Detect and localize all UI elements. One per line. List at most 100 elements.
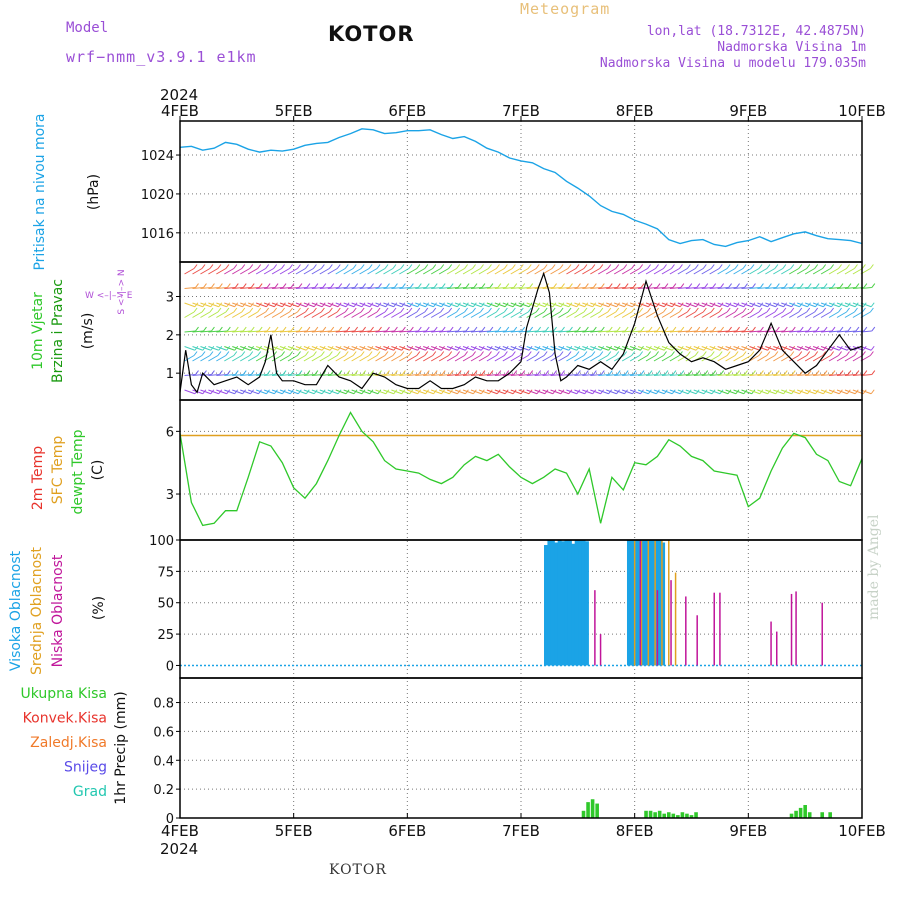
- precip-legend-item: Ukupna Kisa: [20, 686, 107, 702]
- wind-barb: [518, 374, 530, 376]
- model-name: wrf−nmm_v3.9.1 e1km: [66, 48, 257, 66]
- wind-barb: [447, 287, 459, 289]
- wind-barb: [852, 355, 863, 362]
- wind-barb-flag: [376, 351, 381, 356]
- wind-barb-flag: [513, 370, 518, 375]
- wind-barb: [470, 389, 482, 395]
- wind-barb: [590, 355, 601, 362]
- wind-barb: [653, 330, 665, 333]
- wind-barb-flag: [489, 326, 494, 332]
- wind-barb-flag: [591, 351, 596, 356]
- wind-barb-flag: [289, 264, 293, 269]
- wind-barb: [558, 302, 570, 308]
- wind-barb-flag: [400, 307, 405, 313]
- wind-unit-label: (m/s): [80, 313, 96, 350]
- high-cloud-bar: [567, 540, 572, 666]
- wind-barb-flag: [298, 326, 303, 332]
- wind-barb: [343, 389, 355, 395]
- wind-barb: [614, 330, 626, 333]
- wind-barb: [741, 311, 752, 318]
- wind-barb: [399, 355, 410, 362]
- wind-barb: [391, 311, 402, 318]
- wind-barb: [781, 268, 792, 275]
- wind-barb: [486, 268, 497, 275]
- wind-barb: [438, 311, 449, 318]
- wind-barb-flag: [432, 264, 437, 269]
- wind-barb: [351, 389, 363, 395]
- high-cloud-bar: [547, 540, 552, 666]
- wind-barb: [789, 268, 800, 275]
- time-tick-top: 5FEB: [275, 102, 313, 120]
- wind-barb: [351, 374, 363, 376]
- wind-barb-flag: [631, 307, 636, 313]
- wind-barb-flag: [234, 370, 239, 375]
- wind-barb: [319, 268, 330, 275]
- wind-barb-flag: [384, 307, 389, 313]
- wind-barb: [661, 268, 672, 275]
- precip-panel-frame: [179, 677, 863, 819]
- wind-barb-flag: [527, 307, 532, 313]
- wind-barb-flag: [282, 370, 287, 375]
- wind-barb: [765, 287, 777, 289]
- wind-barb: [590, 287, 602, 289]
- wind-barb: [574, 374, 586, 376]
- wind-barb: [757, 374, 769, 376]
- wind-barb: [598, 389, 609, 395]
- wind-barb: [741, 346, 753, 351]
- wind-barb: [781, 374, 793, 376]
- mid-cloud-label: Srednja Oblacnost: [29, 547, 45, 675]
- wind-barb: [645, 355, 656, 362]
- wind-barb-flag: [392, 351, 397, 356]
- wind-barb-flag: [671, 264, 675, 269]
- wind-barb: [725, 268, 736, 275]
- wind-barb-flag: [217, 351, 222, 356]
- wind-barb-flag: [465, 283, 470, 288]
- wind-barb-flag: [305, 351, 309, 356]
- wind-barb-flag: [679, 307, 683, 313]
- wind-barb-flag: [790, 264, 795, 269]
- wind-barb: [550, 389, 562, 395]
- wind-barb-flag: [871, 370, 876, 375]
- wind-barb: [470, 374, 482, 376]
- wind-barb: [526, 302, 538, 308]
- wind-barb: [303, 268, 314, 275]
- wind-barb-flag: [847, 370, 852, 375]
- wind-barb: [295, 374, 307, 376]
- wind-barb: [606, 330, 618, 333]
- wind-barb-flag: [639, 264, 644, 269]
- wind-barb-flag: [535, 351, 540, 356]
- wind-barb: [558, 346, 570, 351]
- wind-barb: [271, 346, 283, 351]
- wind-barb: [184, 287, 196, 289]
- wind-barb: [335, 268, 346, 275]
- wind-barb-flag: [496, 264, 500, 269]
- high-cloud-bar: [557, 540, 562, 666]
- wind-barb: [661, 355, 672, 362]
- wind-barb: [287, 389, 299, 395]
- wind-barb: [431, 346, 442, 351]
- wind-barb: [693, 389, 705, 395]
- wind-barb: [685, 330, 697, 333]
- wind-barb: [534, 355, 545, 362]
- wind-barb: [431, 302, 442, 308]
- wind-barb: [709, 346, 721, 351]
- wind-barb: [805, 287, 817, 289]
- wind-barb: [407, 389, 418, 395]
- wind-barb: [494, 346, 506, 351]
- wind-barb-flag: [328, 351, 333, 356]
- wind-barb: [184, 346, 196, 351]
- wind-barb: [200, 389, 211, 395]
- wind-barb: [478, 346, 490, 351]
- precip-tick-label: 0: [166, 812, 174, 827]
- wind-barb-flag: [433, 283, 438, 288]
- wind-barb-flag: [815, 370, 820, 375]
- wind-barb-flag: [218, 326, 223, 332]
- wind-barb-flag: [250, 326, 255, 332]
- wind-barb: [255, 346, 267, 351]
- low-cloud-bar: [776, 631, 778, 666]
- wind-barb-flag: [855, 326, 860, 332]
- precip-bar: [666, 812, 671, 818]
- wind-barb-flag: [561, 370, 565, 375]
- wind-barb-flag: [862, 307, 866, 313]
- wind-barb: [240, 287, 252, 289]
